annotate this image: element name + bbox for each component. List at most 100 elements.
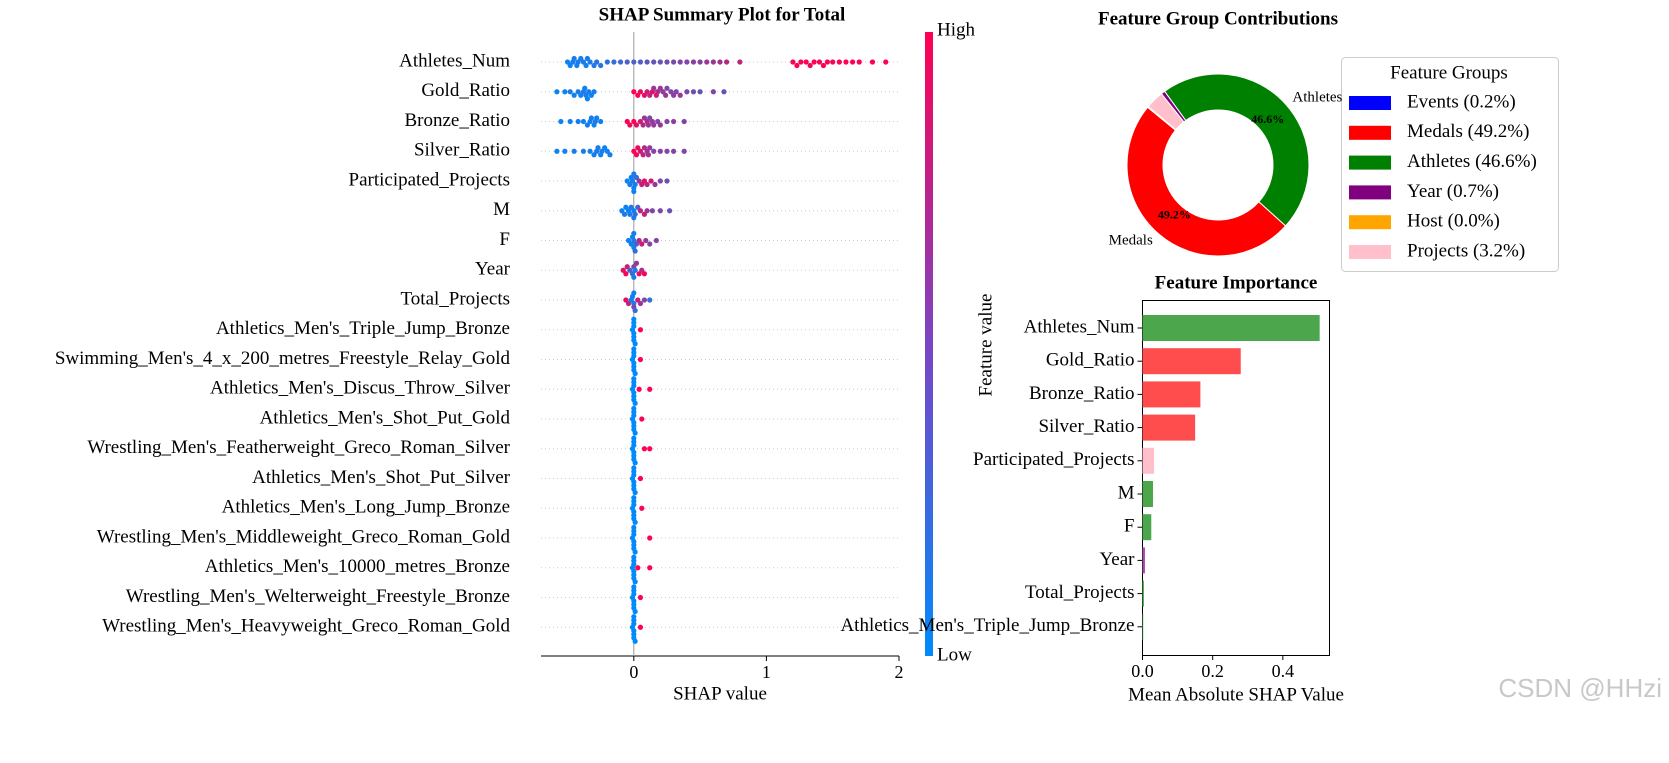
shap-point bbox=[677, 92, 683, 98]
shap-point bbox=[647, 446, 653, 452]
bar bbox=[1142, 348, 1241, 375]
shap-point bbox=[632, 370, 638, 377]
donut-slice bbox=[1147, 93, 1185, 131]
shap-point bbox=[588, 115, 594, 121]
shap-point bbox=[617, 59, 624, 65]
feature-label: Gold_Ratio bbox=[421, 80, 510, 101]
shap-point bbox=[631, 346, 637, 352]
shap-point bbox=[641, 271, 648, 277]
shap-point bbox=[598, 118, 604, 125]
shap-point bbox=[633, 260, 640, 266]
shap-point bbox=[710, 59, 716, 65]
shap-point bbox=[647, 565, 653, 571]
shap-point bbox=[663, 92, 669, 98]
shap-point bbox=[587, 148, 593, 154]
shap-point bbox=[652, 181, 658, 188]
shap-point bbox=[582, 85, 588, 91]
shap-point bbox=[621, 211, 628, 217]
shap-point bbox=[717, 59, 723, 65]
bar bbox=[1142, 414, 1196, 441]
shap-point bbox=[567, 89, 573, 95]
shap-point bbox=[571, 55, 577, 62]
shap-point bbox=[632, 267, 638, 273]
shap-point bbox=[632, 519, 638, 525]
shap-point bbox=[816, 59, 823, 65]
shap-point bbox=[567, 118, 573, 125]
legend-swatch bbox=[1349, 155, 1391, 170]
shap-point bbox=[575, 118, 581, 125]
shap-point bbox=[644, 59, 650, 65]
shap-point bbox=[631, 316, 637, 322]
x-tick-label: 0 bbox=[629, 662, 638, 682]
feature-label: Total_Projects bbox=[401, 288, 510, 309]
shap-point bbox=[664, 178, 670, 184]
shap-point bbox=[639, 416, 645, 422]
shap-point bbox=[651, 148, 657, 154]
shap-point bbox=[657, 178, 663, 184]
shap-point bbox=[637, 475, 644, 482]
shap-point bbox=[811, 59, 817, 65]
shap-point bbox=[690, 89, 697, 95]
shap-point bbox=[684, 59, 690, 65]
shap-point bbox=[664, 148, 670, 154]
shap-point bbox=[583, 62, 589, 69]
legend-label: Host (0.0%) bbox=[1407, 211, 1500, 232]
y-tick-label: Participated_Projects bbox=[973, 449, 1134, 470]
shap-point bbox=[657, 208, 663, 214]
colorbar-label: Feature value bbox=[975, 294, 996, 397]
shap-point bbox=[681, 118, 687, 125]
shap-point bbox=[562, 89, 568, 95]
x-tick-label: 0.4 bbox=[1272, 661, 1295, 681]
shap-point bbox=[635, 565, 641, 571]
shap-point bbox=[627, 211, 633, 217]
shap-point bbox=[856, 59, 862, 65]
shap-point bbox=[631, 584, 637, 590]
shap-point bbox=[632, 638, 638, 644]
colorbar-low: Low bbox=[937, 644, 972, 665]
slice-label: Medals bbox=[1109, 232, 1153, 248]
shap-point bbox=[664, 59, 670, 65]
legend-swatch bbox=[1349, 185, 1391, 200]
shap-point bbox=[631, 274, 637, 280]
shap-point bbox=[632, 579, 638, 585]
bar bbox=[1142, 580, 1144, 607]
shap-point bbox=[647, 145, 653, 151]
shap-point bbox=[631, 554, 637, 560]
shap-point bbox=[631, 405, 637, 412]
chart-title: Feature Importance bbox=[1155, 272, 1318, 293]
shap-point bbox=[724, 59, 730, 65]
bar bbox=[1142, 514, 1152, 541]
shap-point bbox=[794, 62, 800, 69]
y-tick-label: Total_Projects bbox=[1025, 582, 1134, 603]
shap-point bbox=[649, 208, 655, 214]
shap-point bbox=[645, 122, 652, 128]
shap-point bbox=[647, 297, 653, 303]
shap-point bbox=[637, 89, 644, 95]
shap-point bbox=[849, 59, 856, 65]
feature-label: F bbox=[499, 229, 510, 250]
shap-point bbox=[631, 435, 637, 441]
shap-point bbox=[637, 356, 644, 363]
shap-point bbox=[632, 211, 638, 217]
shap-point bbox=[632, 248, 638, 254]
shap-point bbox=[697, 59, 703, 65]
feature-label: M bbox=[493, 199, 510, 220]
shap-point bbox=[798, 59, 804, 65]
shap-point bbox=[594, 59, 600, 65]
legend-swatch bbox=[1349, 215, 1391, 230]
shap-point bbox=[623, 271, 629, 277]
legend-label: Athletes (46.6%) bbox=[1407, 151, 1537, 172]
legend-title: Feature Groups bbox=[1390, 62, 1508, 83]
legend-swatch bbox=[1349, 245, 1391, 259]
feature-label: Year bbox=[475, 259, 511, 280]
feature-label: Athletics_Men's_Shot_Put_Gold bbox=[260, 407, 511, 428]
x-tick-label: 2 bbox=[895, 662, 904, 682]
x-tick-label: 0.2 bbox=[1201, 661, 1224, 681]
shap-point bbox=[632, 341, 638, 347]
shap-point bbox=[684, 89, 690, 95]
y-tick-label: Silver_Ratio bbox=[1038, 416, 1134, 437]
chart-title: Feature Group Contributions bbox=[1098, 8, 1338, 29]
shap-point bbox=[807, 62, 813, 69]
shap-point bbox=[631, 89, 637, 95]
